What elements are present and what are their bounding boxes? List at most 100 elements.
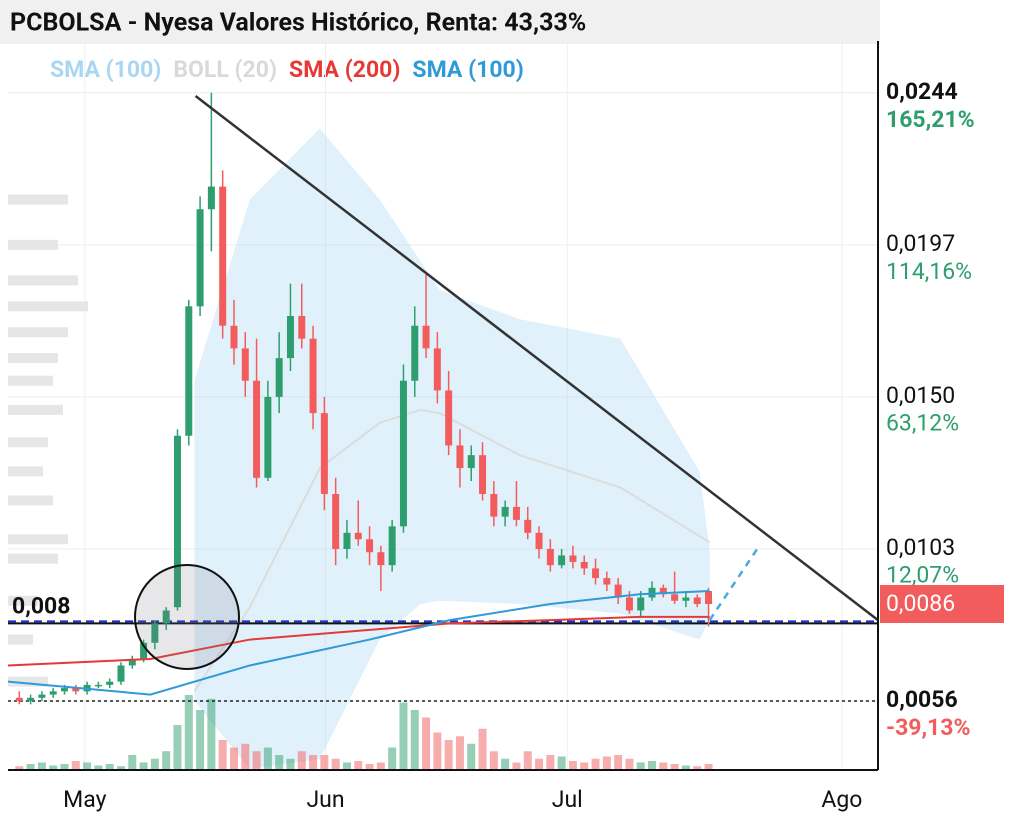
- profile-bar: [8, 534, 68, 545]
- volume-bar: [94, 765, 103, 770]
- legend: SMA (100) BOLL (20) SMA (200) SMA (100): [50, 56, 524, 83]
- profile-bar: [8, 634, 33, 645]
- legend-entry: SMA (200): [289, 56, 400, 83]
- profile-bar: [8, 353, 58, 364]
- candle-body: [479, 455, 487, 494]
- candle-body: [332, 493, 340, 549]
- volume-bar: [139, 762, 148, 770]
- volume-bar: [388, 747, 397, 770]
- projection-line: [708, 545, 761, 621]
- candle-body: [682, 597, 690, 601]
- candle-body: [535, 532, 543, 549]
- volume-bar: [399, 702, 408, 770]
- candle-body: [637, 597, 645, 611]
- title-bar: [0, 0, 880, 44]
- volume-bar: [410, 710, 419, 770]
- sma-line: [7, 590, 710, 696]
- candle-body: [241, 348, 249, 381]
- volume-bar: [275, 755, 284, 770]
- x-tick-label: Jun: [306, 786, 344, 813]
- volume-bar: [433, 732, 442, 770]
- candle-body: [580, 561, 588, 569]
- chart-title: PCBOLSA - Nyesa Valores Histórico, Renta…: [10, 9, 586, 38]
- candle-body: [298, 316, 306, 339]
- volume-bar: [659, 762, 668, 770]
- profile-bar: [8, 301, 88, 312]
- volume-bar: [83, 762, 92, 770]
- candle-body: [501, 506, 509, 517]
- candle-body: [433, 348, 441, 391]
- candle-body: [411, 325, 419, 381]
- volume-bar: [602, 756, 611, 770]
- candle-body: [128, 658, 136, 666]
- volume-bar: [704, 764, 713, 770]
- volume-bar: [501, 758, 510, 770]
- volume-bar: [331, 758, 340, 770]
- volume-bar: [354, 761, 363, 770]
- candle-body: [275, 358, 283, 397]
- volume-bar: [184, 695, 193, 770]
- volume-bar: [591, 758, 600, 770]
- candle-body: [614, 584, 622, 598]
- volume-bar: [625, 758, 634, 770]
- volume-bar: [580, 762, 589, 770]
- volume-bar: [489, 751, 498, 770]
- profile-bar: [8, 375, 53, 386]
- x-tick-label: Ago: [821, 786, 862, 813]
- volume-bar: [512, 762, 521, 770]
- plot-area: 0,008: [7, 41, 879, 770]
- support-label: 0,008: [12, 592, 70, 619]
- candle-body: [286, 316, 294, 359]
- candle-body: [185, 306, 193, 436]
- volume-bar: [162, 751, 171, 770]
- candle-body: [546, 548, 554, 566]
- volume-bar: [105, 764, 114, 770]
- candle-body: [524, 519, 532, 533]
- candle-body: [445, 390, 453, 446]
- profile-bar: [8, 327, 68, 338]
- candle-body: [27, 697, 35, 702]
- y-tick-label: 0,0103: [886, 534, 955, 561]
- y2-tick-label: 114,16%: [886, 258, 972, 285]
- volume-bar: [478, 728, 487, 770]
- candle-body: [230, 325, 238, 349]
- candle-body: [569, 555, 577, 562]
- candle-body: [467, 455, 475, 469]
- volume-bar: [467, 743, 476, 770]
- volume-bar: [568, 761, 577, 770]
- volume-bar: [71, 761, 80, 770]
- y2-tick-label: 12,07%: [886, 562, 959, 589]
- legend-entry: SMA (100): [412, 56, 523, 83]
- volume-bar: [670, 764, 679, 770]
- volume-bar: [218, 740, 227, 770]
- volume-bar: [229, 747, 238, 770]
- candle-body: [151, 623, 159, 643]
- candle-body: [399, 380, 407, 527]
- bollinger-band: [194, 128, 710, 770]
- candle-body: [388, 526, 396, 566]
- volume-bar: [26, 764, 35, 770]
- bollinger-mid: [193, 408, 711, 692]
- legend-entry: BOLL (20): [173, 56, 277, 83]
- y-tick-label: 0,0150: [886, 382, 955, 409]
- profile-bar: [8, 404, 63, 415]
- candle-body: [15, 697, 23, 702]
- candle-body: [558, 555, 566, 566]
- candle-body: [320, 413, 328, 494]
- y2-tick-label: 165,21%: [886, 106, 975, 133]
- price-tag: [880, 584, 1004, 623]
- volume-bar: [320, 755, 329, 770]
- volume-bar: [297, 751, 306, 770]
- volume-bar: [49, 765, 58, 770]
- profile-bar: [8, 595, 38, 606]
- candle-body: [366, 539, 374, 553]
- candle-body: [592, 568, 600, 579]
- volume-bar: [376, 762, 385, 770]
- volume-bar: [241, 743, 250, 770]
- volume-bar: [422, 717, 431, 770]
- volume-bar: [60, 764, 69, 770]
- candle-body: [456, 445, 464, 469]
- highlight-circle: [134, 564, 240, 670]
- candle-body: [196, 209, 204, 307]
